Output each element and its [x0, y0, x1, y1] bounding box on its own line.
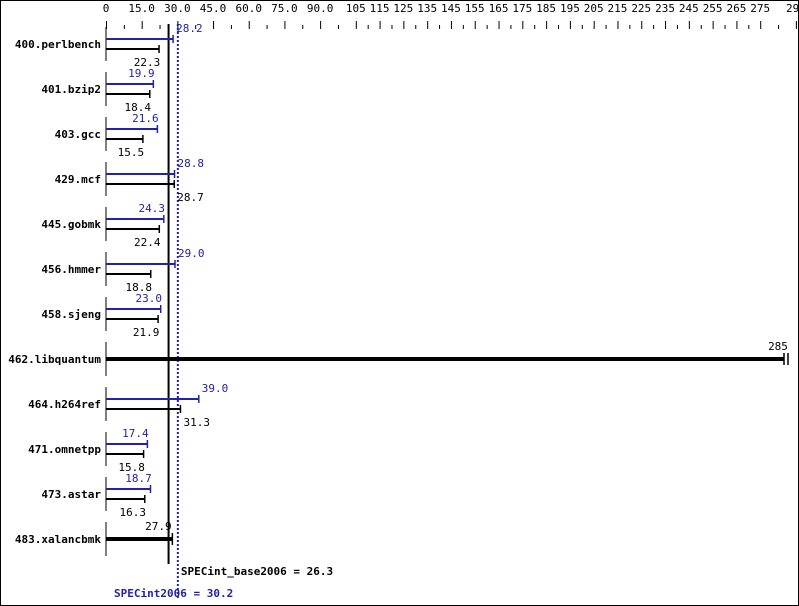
axis-tick-label: 275 [750, 2, 770, 15]
base-value-label: 28.7 [177, 191, 204, 204]
axis-tick-label: 255 [703, 2, 723, 15]
base-value-label: 15.5 [118, 146, 145, 159]
axis-tick-label: 135 [417, 2, 437, 15]
peak-value-label: 39.0 [202, 382, 229, 395]
base-value-label: 21.9 [133, 326, 160, 339]
base-value-label: 31.3 [183, 416, 210, 429]
axis-tick-label: 265 [726, 2, 746, 15]
axis-tick-label: 185 [536, 2, 556, 15]
axis-tick-label: 215 [608, 2, 628, 15]
base-value-label: 18.4 [125, 101, 152, 114]
peak-value-label: 28.8 [178, 157, 205, 170]
base-value-label: 16.3 [120, 506, 147, 519]
axis-tick-label: 115 [370, 2, 390, 15]
axis-tick-label: 15.0 [128, 2, 155, 15]
base-value-label: 18.8 [125, 281, 152, 294]
benchmark-label: 464.h264ref [28, 398, 101, 411]
axis-tick-label: 165 [489, 2, 509, 15]
peak-value-label: 28.2 [176, 22, 203, 35]
axis-tick-label: 30.0 [164, 2, 191, 15]
base-value-label: 27.9 [145, 520, 172, 533]
benchmark-label: 403.gcc [55, 128, 101, 141]
benchmark-label: 462.libquantum [8, 353, 101, 366]
axis-tick-label: 90.0 [307, 2, 334, 15]
peak-value-label: 24.3 [139, 202, 166, 215]
benchmark-label: 473.astar [41, 488, 101, 501]
axis-tick-label: 205 [584, 2, 604, 15]
axis-tick-label: 195 [560, 2, 580, 15]
peak-value-label: 17.4 [122, 427, 149, 440]
base-value-label: 22.4 [134, 236, 161, 249]
peak-mean-label: SPECint2006 = 30.2 [114, 587, 233, 600]
axis-tick-label: 145 [441, 2, 461, 15]
axis-tick-label: 175 [512, 2, 532, 15]
benchmark-label: 429.mcf [55, 173, 101, 186]
axis-tick-label: 125 [393, 2, 413, 15]
axis-tick-label: 0 [103, 2, 110, 15]
axis-tick-label: 75.0 [271, 2, 298, 15]
axis-tick-label: 60.0 [235, 2, 262, 15]
benchmark-label: 401.bzip2 [41, 83, 101, 96]
benchmark-label: 445.gobmk [41, 218, 101, 231]
axis-tick-label: 225 [631, 2, 651, 15]
benchmark-label: 483.xalancbmk [15, 533, 101, 546]
base-value-label: 22.3 [134, 56, 161, 69]
axis-tick-label: 290 [786, 2, 798, 15]
peak-value-label: 19.9 [128, 67, 155, 80]
axis-tick-label: 245 [679, 2, 699, 15]
peak-value-label: 21.6 [132, 112, 159, 125]
axis-tick-label: 235 [655, 2, 675, 15]
base-value-label: 15.8 [118, 461, 145, 474]
peak-value-label: 23.0 [135, 292, 162, 305]
base-value-label: 285 [768, 340, 788, 353]
axis-tick-label: 105 [346, 2, 366, 15]
benchmark-label: 456.hmmer [41, 263, 101, 276]
axis-tick-label: 45.0 [200, 2, 227, 15]
peak-value-label: 18.7 [125, 472, 152, 485]
benchmark-label: 400.perlbench [15, 38, 101, 51]
axis-tick-label: 155 [465, 2, 485, 15]
benchmark-label: 458.sjeng [41, 308, 101, 321]
base-mean-label: SPECint_base2006 = 26.3 [181, 565, 333, 578]
benchmark-label: 471.omnetpp [28, 443, 101, 456]
peak-value-label: 29.0 [178, 247, 205, 260]
